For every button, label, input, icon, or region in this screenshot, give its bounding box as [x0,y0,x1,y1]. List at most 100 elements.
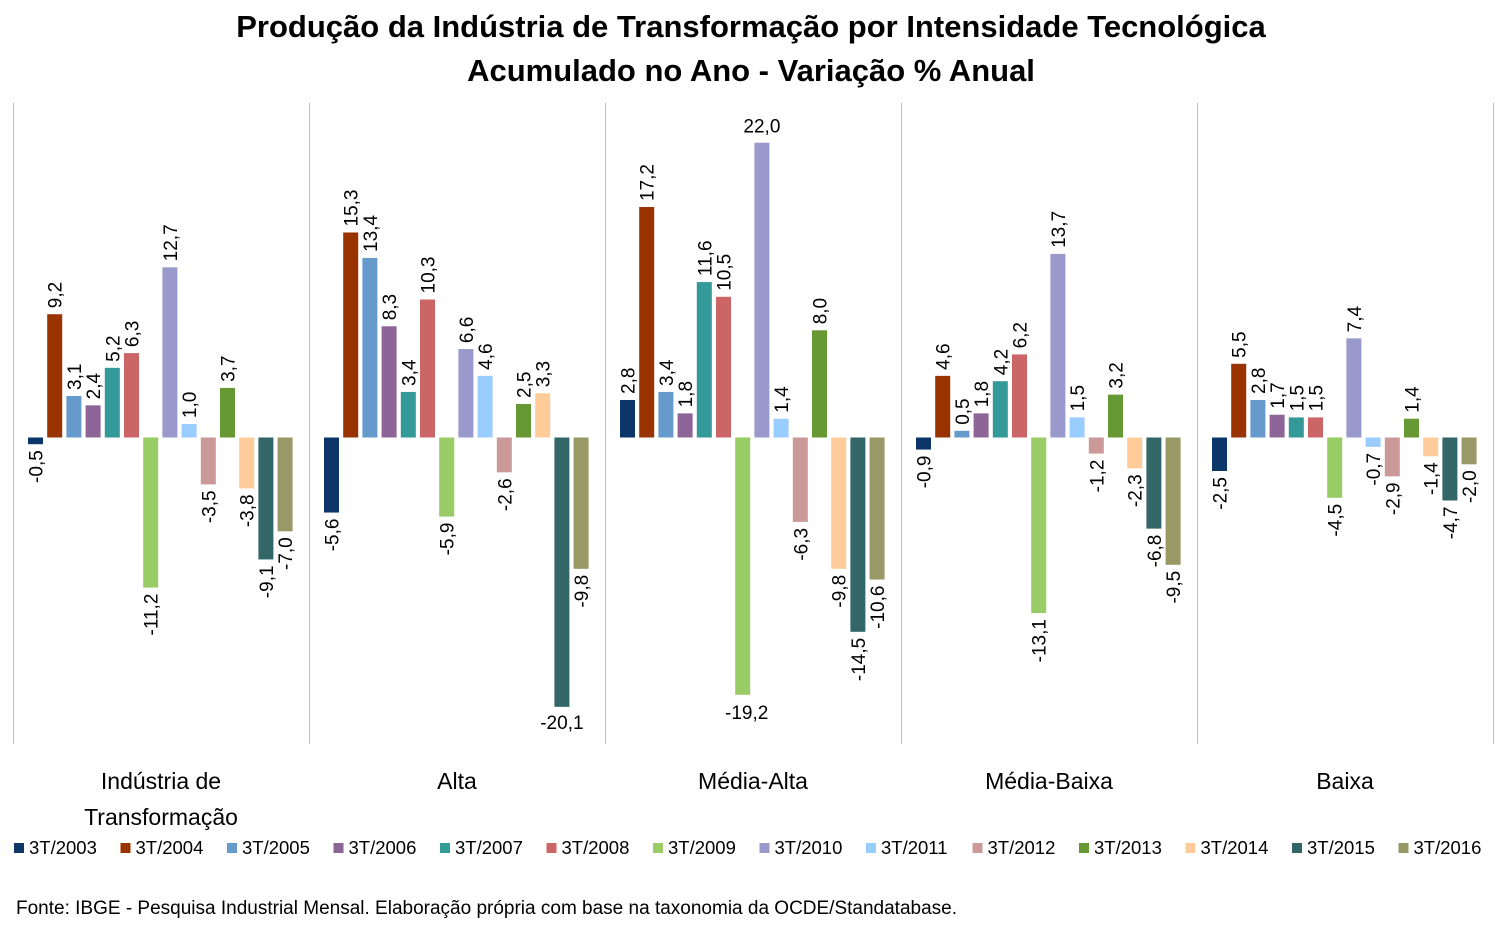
data-label: -5,6 [323,519,344,552]
data-label: 11,6 [695,240,716,276]
data-label: 6,3 [123,321,144,347]
data-label: -3,5 [199,490,220,523]
data-label: 7,4 [1345,305,1366,332]
bar [324,437,339,513]
data-label: 3,2 [1107,362,1128,388]
category-label: Média-Baixa [985,768,1113,794]
data-label: 17,2 [638,164,659,201]
data-label: 3,4 [399,359,420,386]
data-label: -1,2 [1087,460,1108,493]
legend-label: 3T/2016 [1414,837,1482,858]
bar [831,437,847,569]
legend-label: 3T/2006 [349,837,417,858]
legend-swatch [759,843,770,853]
bar [200,437,216,485]
bar [1346,338,1362,438]
data-label: -6,3 [791,528,812,561]
legend-swatch [653,843,663,853]
legend-swatch [440,843,450,853]
chart-subtitle: Acumulado no Ano - Variação % Anual [467,53,1035,88]
bar [554,437,570,707]
data-label: 4,2 [991,349,1012,375]
data-label: 1,8 [972,381,993,407]
bar [343,232,359,438]
legend-swatch [972,843,983,853]
category-label: Média-Alta [698,768,808,794]
category-label: Alta [437,768,477,794]
data-label: 3,7 [219,355,240,381]
bar [1050,253,1066,438]
category-label: Indústria de Transformação [84,768,238,830]
bar [1212,437,1227,471]
data-label: 13,4 [361,215,382,252]
bar [1069,417,1085,438]
bar [812,330,827,438]
bar [677,413,693,438]
bar [620,399,635,438]
bar [1404,418,1419,438]
bar [754,142,770,438]
data-label: -9,8 [572,575,593,608]
bar [162,267,178,438]
bar [239,437,255,489]
data-label: 6,6 [457,317,478,343]
legend-label: 3T/2010 [775,837,843,858]
data-label: 2,8 [619,368,640,394]
data-label: -2,6 [495,478,516,511]
legend-label: 3T/2013 [1094,837,1162,858]
bar [1231,363,1247,438]
bar [1384,437,1400,477]
bar [66,395,82,438]
data-label: 12,7 [161,224,182,261]
legend-swatch [866,843,876,853]
data-label: 5,2 [103,335,124,361]
bar [85,405,101,438]
data-label: 1,7 [1268,382,1289,408]
bar [277,437,293,532]
data-label: -0,9 [915,456,936,489]
data-label: 1,8 [676,381,697,407]
bar [1308,417,1323,438]
legend-label: 3T/2015 [1307,837,1375,858]
bar [1031,437,1047,614]
data-label: 2,4 [84,372,105,399]
data-label: 1,5 [1287,385,1308,411]
bar [1127,437,1143,469]
legend-swatch [546,843,557,853]
bar [400,391,416,438]
data-label: -9,8 [830,575,851,608]
data-label: 4,6 [476,343,497,369]
legend-label: 3T/2007 [455,837,523,858]
bar [1442,437,1458,501]
bar [1423,437,1439,457]
bar [458,349,474,438]
data-label: 22,0 [743,117,780,138]
bar [716,296,731,438]
data-label: 2,8 [1249,368,1270,394]
bar [639,207,655,438]
data-label: 10,3 [419,256,440,293]
bar [181,424,197,438]
data-label: 1,0 [180,392,201,418]
bar [496,437,512,473]
bar [420,299,435,438]
data-label: 0,5 [953,398,974,424]
data-label: -9,1 [257,565,278,598]
legend-swatch [14,843,24,853]
bar [1088,437,1104,454]
bar [1269,414,1285,438]
data-label: -7,0 [276,537,297,570]
data-label: 1,4 [772,386,793,413]
data-label: -5,9 [438,523,459,556]
legend-label: 3T/2009 [668,837,736,858]
data-label: -2,0 [1460,470,1481,503]
legend-swatch [1292,843,1302,853]
legend-swatch [1185,843,1196,853]
bar [362,257,378,438]
data-label: 1,5 [1307,385,1328,411]
legend-swatch [1398,843,1409,853]
data-label: -19,2 [725,703,768,724]
bar [735,437,751,695]
data-label: -10,6 [868,586,889,629]
data-label: -2,5 [1211,477,1232,510]
